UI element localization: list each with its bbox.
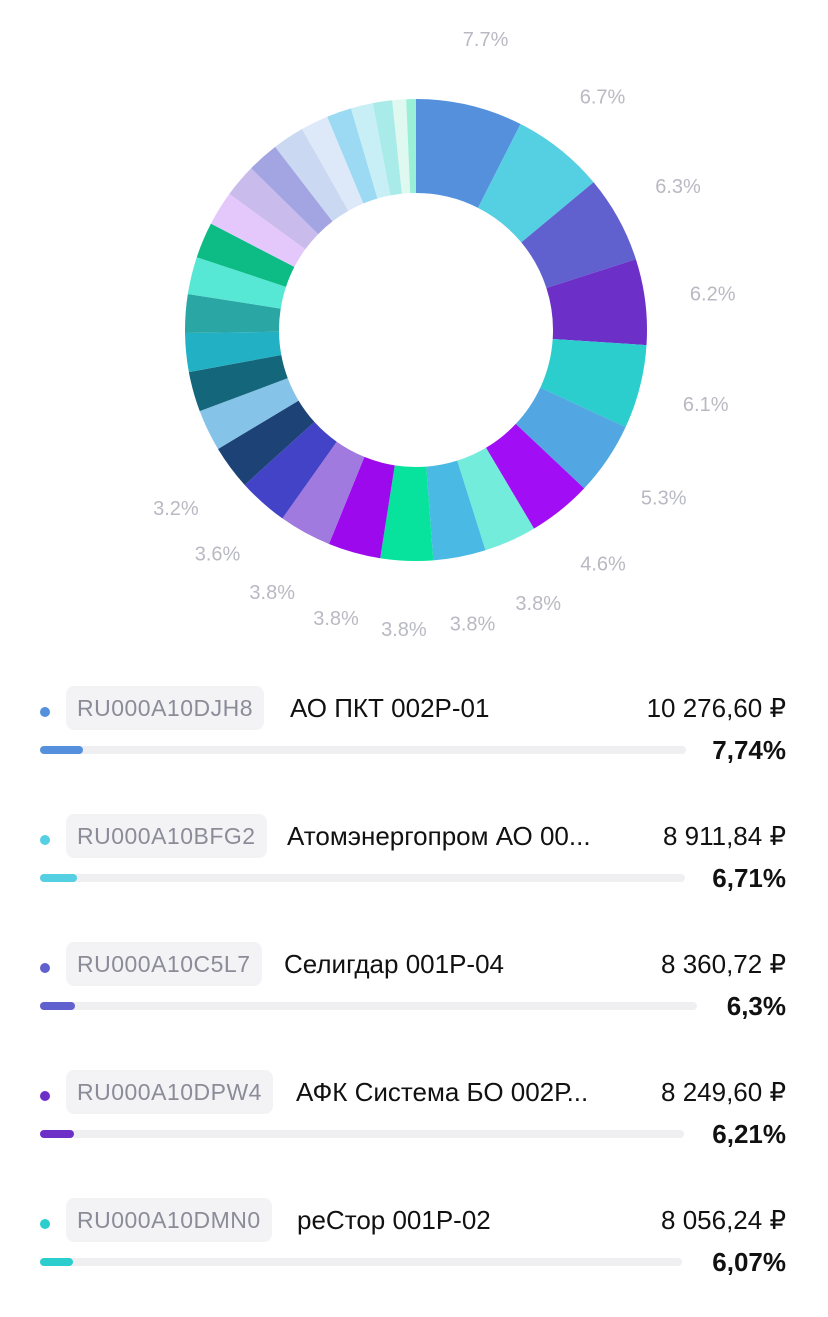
slice-percent-label: 5.3% — [641, 488, 687, 510]
series-color-dot — [40, 1091, 50, 1101]
donut-slice[interactable] — [251, 146, 333, 235]
series-color-dot — [40, 707, 50, 717]
legend-row[interactable]: RU000A10BFG2 Атомэнергопром АО 00... 8 9… — [40, 814, 788, 914]
donut-slice[interactable] — [457, 447, 535, 551]
slice-percent-label: 6.7% — [580, 86, 626, 108]
donut-slice[interactable] — [350, 103, 391, 199]
share-progress-fill — [40, 1002, 76, 1010]
slice-percent-label: 3.8% — [313, 608, 359, 630]
donut-slice[interactable] — [187, 257, 286, 309]
slice-percent-label: 6.3% — [655, 176, 701, 198]
donut-slice[interactable] — [406, 99, 416, 194]
isin-badge: RU000A10C5L7 — [66, 942, 262, 986]
series-color-dot — [40, 1219, 50, 1229]
donut-slice[interactable] — [185, 331, 282, 373]
slice-percent-label: 3.6% — [195, 544, 241, 566]
legend-row[interactable]: RU000A10DPW4 АФК Система БО 002Р... 8 24… — [40, 1070, 788, 1170]
donut-slice[interactable] — [372, 100, 402, 196]
share-progress-bar — [40, 746, 686, 754]
share-progress-bar — [40, 1002, 697, 1010]
legend-row[interactable]: RU000A10DMN0 реСтор 001Р-02 8 056,24 ₽ 6… — [40, 1198, 788, 1298]
donut-slice[interactable] — [328, 456, 395, 559]
bond-name: Атомэнергопром АО 00... — [287, 821, 591, 851]
isin-badge: RU000A10DMN0 — [66, 1198, 272, 1242]
series-color-dot — [40, 963, 50, 973]
donut-slice[interactable] — [426, 460, 486, 561]
donut-slice[interactable] — [302, 116, 364, 211]
isin-badge: RU000A10DPW4 — [66, 1070, 273, 1114]
slice-percent-label: 3.8% — [381, 619, 427, 640]
donut-slice[interactable] — [199, 378, 299, 450]
donut-slice[interactable] — [196, 223, 295, 287]
legend-row[interactable]: RU000A10C5L7 Селигдар 001Р-04 8 360,72 ₽… — [40, 942, 788, 1042]
position-value: 8 360,72 ₽ — [661, 949, 786, 979]
donut-slice[interactable] — [244, 421, 337, 519]
donut-slice[interactable] — [275, 129, 349, 222]
position-value: 8 911,84 ₽ — [662, 821, 786, 851]
share-percent: 7,74% — [712, 735, 786, 765]
isin-badge: RU000A10BFG2 — [66, 814, 267, 858]
donut-slice[interactable] — [229, 168, 319, 250]
donut-slice[interactable] — [485, 423, 585, 529]
donut-slice[interactable] — [521, 182, 636, 289]
share-percent: 6,07% — [712, 1247, 786, 1277]
share-progress-fill — [40, 746, 83, 754]
share-progress-fill — [40, 1130, 74, 1138]
share-progress-fill — [40, 1258, 74, 1266]
legend-row[interactable]: RU000A10DJH8 АО ПКТ 002Р-01 10 276,60 ₽ … — [40, 686, 788, 786]
share-progress-bar — [40, 1258, 682, 1266]
slice-percent-label: 3.8% — [249, 582, 295, 604]
share-percent: 6,3% — [726, 991, 786, 1021]
share-percent: 6,21% — [712, 1119, 786, 1149]
bond-name: реСтор 001Р-02 — [297, 1205, 491, 1235]
position-value: 8 056,24 ₽ — [661, 1205, 786, 1235]
share-progress-bar — [40, 1130, 684, 1138]
slice-percent-label: 3.8% — [450, 614, 496, 636]
share-progress-fill — [40, 874, 77, 882]
donut-slice[interactable] — [327, 108, 378, 204]
donut-slice[interactable] — [392, 99, 411, 194]
donut-slice[interactable] — [380, 465, 434, 561]
isin-badge: RU000A10DJH8 — [66, 686, 265, 730]
position-value: 10 276,60 ₽ — [646, 693, 786, 723]
donut-slice[interactable] — [188, 354, 288, 412]
slice-percent-label: 3.8% — [515, 593, 561, 615]
donut-slice[interactable] — [282, 441, 365, 544]
slice-percent-label: 6.2% — [690, 283, 736, 305]
donut-slice[interactable] — [218, 400, 315, 485]
donut-slice[interactable] — [515, 387, 626, 489]
share-progress-bar — [40, 874, 685, 882]
donut-slice[interactable] — [416, 99, 521, 208]
donut-slice[interactable] — [210, 193, 306, 267]
allocation-donut-chart: 7.7% 6.7% 6.3% 6.2% 6.1% 5.3% 4.6% 3.8% 3.8% 3.8%… — [153, 29, 736, 640]
donut-slice[interactable] — [540, 338, 647, 428]
slice-percent-label: 7.7% — [463, 29, 509, 51]
slice-percent-label: 4.6% — [580, 553, 626, 575]
donut-slice[interactable] — [546, 259, 647, 346]
bond-name: АО ПКТ 002Р-01 — [290, 693, 490, 723]
series-color-dot — [40, 835, 50, 845]
donut-slice[interactable] — [185, 293, 281, 334]
bond-name: АФК Система БО 002Р... — [296, 1077, 589, 1107]
bond-name: Селигдар 001Р-04 — [284, 949, 504, 979]
share-percent: 6,71% — [712, 863, 786, 893]
slice-percent-label: 6.1% — [683, 394, 729, 416]
slice-percent-label: 3.2% — [153, 498, 199, 520]
position-value: 8 249,60 ₽ — [661, 1077, 786, 1107]
donut-slice[interactable] — [478, 124, 594, 243]
